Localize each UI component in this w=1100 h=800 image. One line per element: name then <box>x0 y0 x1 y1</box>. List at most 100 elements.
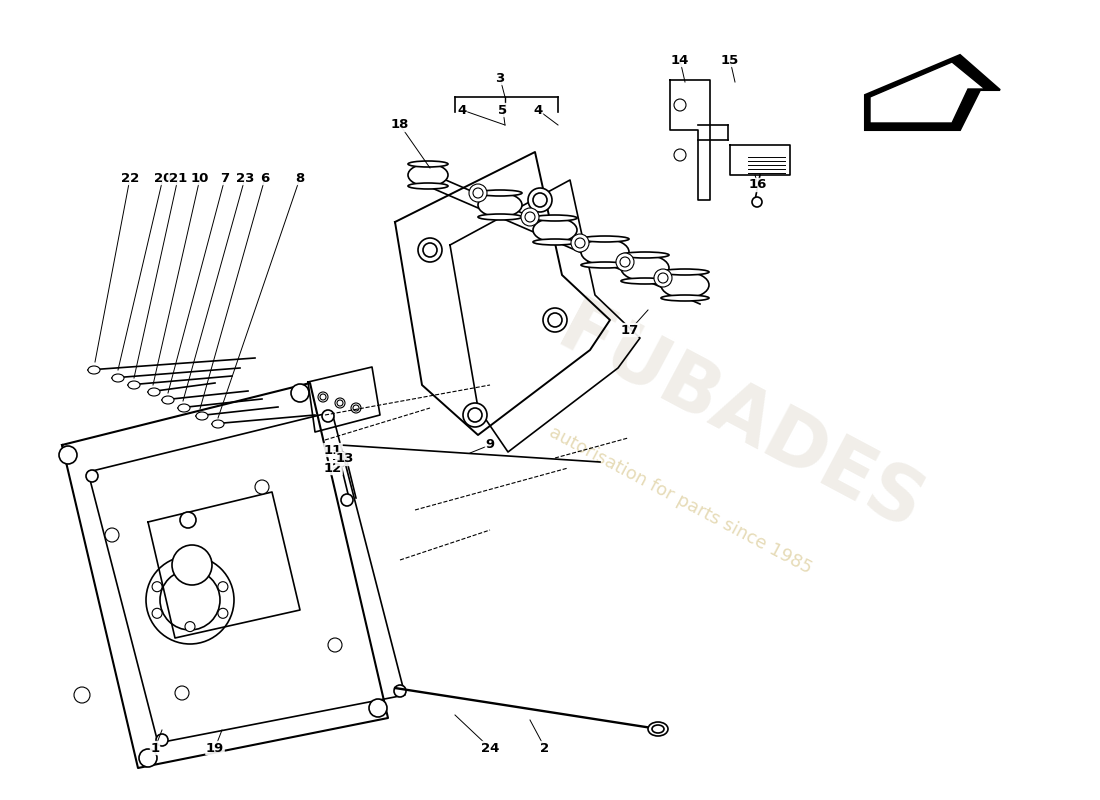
Ellipse shape <box>478 214 522 220</box>
Text: 13: 13 <box>336 453 354 466</box>
Polygon shape <box>870 62 984 123</box>
Text: 18: 18 <box>390 118 409 131</box>
Ellipse shape <box>178 404 190 412</box>
Ellipse shape <box>621 255 669 281</box>
Circle shape <box>525 212 535 222</box>
Text: FUBADES: FUBADES <box>546 293 935 547</box>
Ellipse shape <box>652 725 664 733</box>
Text: 7: 7 <box>220 171 230 185</box>
Circle shape <box>528 188 552 212</box>
Ellipse shape <box>478 190 522 196</box>
Circle shape <box>152 582 162 592</box>
Circle shape <box>218 608 228 618</box>
Ellipse shape <box>408 164 448 186</box>
Text: 6: 6 <box>261 171 270 185</box>
Circle shape <box>160 570 220 630</box>
Ellipse shape <box>534 218 578 242</box>
Text: 17: 17 <box>620 323 639 337</box>
Circle shape <box>463 403 487 427</box>
Text: 12: 12 <box>323 462 342 474</box>
Circle shape <box>156 734 168 746</box>
Circle shape <box>104 528 119 542</box>
Circle shape <box>172 545 212 585</box>
Circle shape <box>59 446 77 464</box>
Text: 16: 16 <box>749 178 767 191</box>
Text: 14: 14 <box>671 54 690 66</box>
Circle shape <box>320 394 326 400</box>
Circle shape <box>341 494 353 506</box>
Text: 2: 2 <box>540 742 550 754</box>
Circle shape <box>521 208 539 226</box>
Text: 9: 9 <box>485 438 495 451</box>
Ellipse shape <box>196 412 208 420</box>
Text: 22: 22 <box>121 171 139 185</box>
Text: 8: 8 <box>296 171 305 185</box>
Circle shape <box>674 149 686 161</box>
Circle shape <box>328 638 342 652</box>
Circle shape <box>418 238 442 262</box>
Circle shape <box>86 470 98 482</box>
Ellipse shape <box>148 388 159 396</box>
Circle shape <box>175 686 189 700</box>
Ellipse shape <box>408 183 448 189</box>
Text: 15: 15 <box>720 54 739 66</box>
Circle shape <box>152 608 162 618</box>
Text: 10: 10 <box>190 171 209 185</box>
Text: 3: 3 <box>495 71 505 85</box>
Circle shape <box>185 622 195 632</box>
Text: 11: 11 <box>323 443 342 457</box>
Circle shape <box>534 193 547 207</box>
Circle shape <box>575 238 585 248</box>
Circle shape <box>674 99 686 111</box>
Circle shape <box>658 273 668 283</box>
Text: autorisation for parts since 1985: autorisation for parts since 1985 <box>546 423 814 577</box>
Ellipse shape <box>581 239 629 265</box>
Circle shape <box>473 188 483 198</box>
Ellipse shape <box>128 381 140 389</box>
Text: 5: 5 <box>498 103 507 117</box>
Ellipse shape <box>661 295 710 301</box>
Text: 4: 4 <box>534 103 542 117</box>
Ellipse shape <box>88 366 100 374</box>
Text: 24: 24 <box>481 742 499 754</box>
Ellipse shape <box>534 215 578 221</box>
Circle shape <box>218 582 228 592</box>
Circle shape <box>368 699 387 717</box>
Circle shape <box>322 410 334 422</box>
Text: 19: 19 <box>206 742 224 754</box>
Circle shape <box>394 685 406 697</box>
Circle shape <box>469 184 487 202</box>
Circle shape <box>318 392 328 402</box>
Circle shape <box>146 556 234 644</box>
Ellipse shape <box>621 252 669 258</box>
Circle shape <box>255 480 270 494</box>
Circle shape <box>571 234 588 252</box>
Circle shape <box>654 269 672 287</box>
Text: 23: 23 <box>235 171 254 185</box>
Text: 4: 4 <box>458 103 466 117</box>
Circle shape <box>185 568 195 578</box>
Circle shape <box>337 400 343 406</box>
Ellipse shape <box>621 278 669 284</box>
Circle shape <box>548 313 562 327</box>
Circle shape <box>351 403 361 413</box>
Ellipse shape <box>112 374 124 382</box>
Text: 1: 1 <box>151 742 160 754</box>
Circle shape <box>353 405 359 411</box>
Ellipse shape <box>581 262 629 268</box>
Ellipse shape <box>534 239 578 245</box>
Text: 20: 20 <box>154 171 173 185</box>
Ellipse shape <box>162 396 174 404</box>
Text: 21: 21 <box>169 171 187 185</box>
Circle shape <box>424 243 437 257</box>
Circle shape <box>74 687 90 703</box>
Circle shape <box>180 512 196 528</box>
Circle shape <box>292 384 309 402</box>
Ellipse shape <box>661 272 710 298</box>
Ellipse shape <box>581 236 629 242</box>
Circle shape <box>620 257 630 267</box>
Circle shape <box>139 749 157 767</box>
Ellipse shape <box>661 269 710 275</box>
Circle shape <box>336 398 345 408</box>
Circle shape <box>468 408 482 422</box>
